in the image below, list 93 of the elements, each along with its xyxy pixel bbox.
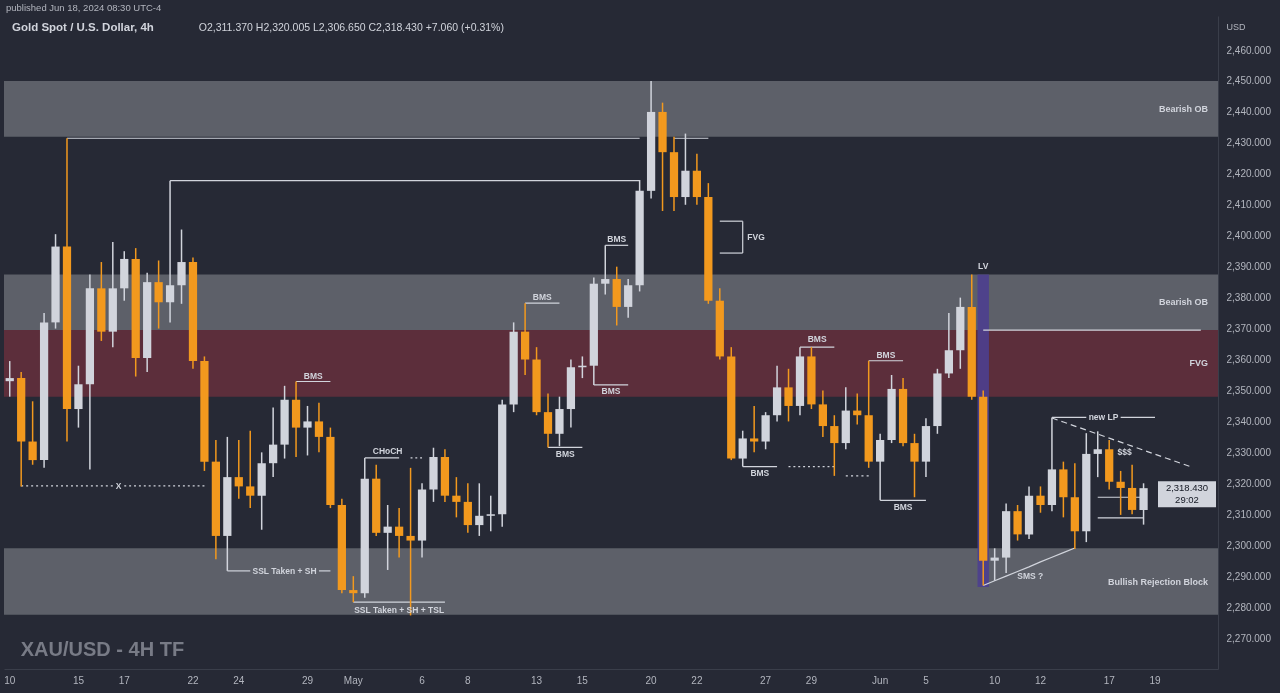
x-tick-label: Jun [872,674,889,686]
line-series [982,547,1076,587]
annotation: SMS ? [1017,571,1044,582]
candlestick [74,364,83,429]
x-tick-label: 19 [1149,674,1162,686]
candlestick [784,368,793,423]
candlestick [750,405,759,454]
band-label: Bearish OB [1158,297,1209,308]
y-tick-label: 2,280.000 [1226,601,1272,613]
chart-subtitle: O2,311.370 H2,320.005 L2,306.650 C2,318.430 +7.060 (+0.31%) [198,21,504,33]
y-tick-label: 2,300.000 [1226,539,1272,551]
y-tick-label: 2,290.000 [1226,570,1272,582]
candlestick [452,476,461,519]
annotation: LV [978,260,989,271]
annotation: BMS [876,349,896,360]
x-tick-label: 15 [576,674,589,686]
annotation: BMS [555,448,576,459]
candlestick [1036,485,1045,514]
y-tick-label: 2,350.000 [1226,384,1272,396]
candlestick [154,259,163,330]
candlestick [807,346,816,410]
x-tick-label: 29 [805,674,818,686]
y-tick-label: 2,370.000 [1226,323,1272,335]
annotation: BMS [607,233,627,244]
x-tick-label: 24 [233,674,245,686]
annotation: FVG [747,232,766,243]
candlestick [326,426,335,509]
candlestick [200,355,209,472]
x-tick-label: 27 [760,674,772,686]
candlestick [280,385,289,460]
annotation: XAU/USD - 4H TF [20,637,185,660]
annotation: new LP [1088,412,1119,423]
x-tick-label: 10 [4,674,16,686]
candlestick [1059,460,1068,519]
x-tick-label: 22 [187,674,199,686]
annotation: BMS [893,501,913,512]
y-tick-label: 2,430.000 [1226,137,1272,149]
y-tick-label: 2,330.000 [1226,446,1272,458]
chart-title: Gold Spot / U.S. Dollar, 4h [12,21,154,33]
x-tick-label: 17 [118,674,131,686]
x-tick-label: 5 [923,674,930,686]
candlestick [910,433,919,498]
y-tick-label: 2,340.000 [1226,415,1272,427]
candlestick [658,101,667,212]
x-tick-label: 12 [1034,674,1047,686]
annotation: SSL Taken + SH [252,565,317,576]
y-tick-label: 2,440.000 [1226,106,1272,118]
x-tick-label: 10 [989,674,1001,686]
candlestick [51,233,60,330]
x-tick-label: 20 [645,674,658,686]
y-tick-label: 2,410.000 [1226,199,1272,211]
annotation: BMS [532,292,553,303]
y-tick-label: 2,270.000 [1226,632,1272,644]
text: published Jun 18, 2024 08:30 UTC-4 [6,2,162,13]
annotation: CHoCH [372,445,403,456]
candlestick [1013,504,1022,542]
band-label: Bearish OB [1158,103,1209,114]
y-tick-label: 2,310.000 [1226,508,1272,520]
x-tick-label: 13 [530,674,543,686]
y-tick-label: 2,360.000 [1226,354,1272,366]
y-axis-title: USD [1226,21,1246,32]
annotation: BMS [303,370,323,381]
y-tick-label: 2,320.000 [1226,477,1272,489]
x-tick-label: 8 [465,674,472,686]
annotation: 2,318.430 [1165,482,1209,494]
y-tick-label: 2,460.000 [1226,44,1272,56]
annotation: BMS [807,334,827,345]
x-tick-label: 17 [1103,674,1116,686]
candlestick [761,411,770,451]
annotation: BMS [750,468,770,479]
y-tick-label: 2,400.000 [1226,230,1272,242]
annotation: X [115,480,122,491]
x-tick-label: 6 [419,674,426,686]
band-label: Bullish Rejection Block [1107,576,1209,587]
y-tick-label: 2,390.000 [1226,261,1272,273]
y-tick-label: 2,380.000 [1226,292,1272,304]
candlestick [486,494,495,533]
x-tick-label: 15 [72,674,85,686]
annotation: $$$ [1117,447,1132,458]
annotation: BMS [601,386,621,397]
y-tick-label: 2,420.000 [1226,168,1272,180]
x-tick-label: May [343,674,363,686]
candlestick [887,374,896,444]
candlestick [177,228,186,305]
candlestick [429,446,438,503]
annotation: 29:02 [1175,494,1199,506]
x-tick-label: 29 [301,674,314,686]
candlestick [933,368,942,435]
candlestick [532,346,541,416]
band-label: FVG [1189,358,1208,369]
candlestick [303,405,312,457]
y-tick-label: 2,450.000 [1226,75,1272,87]
x-tick-label: 22 [691,674,703,686]
